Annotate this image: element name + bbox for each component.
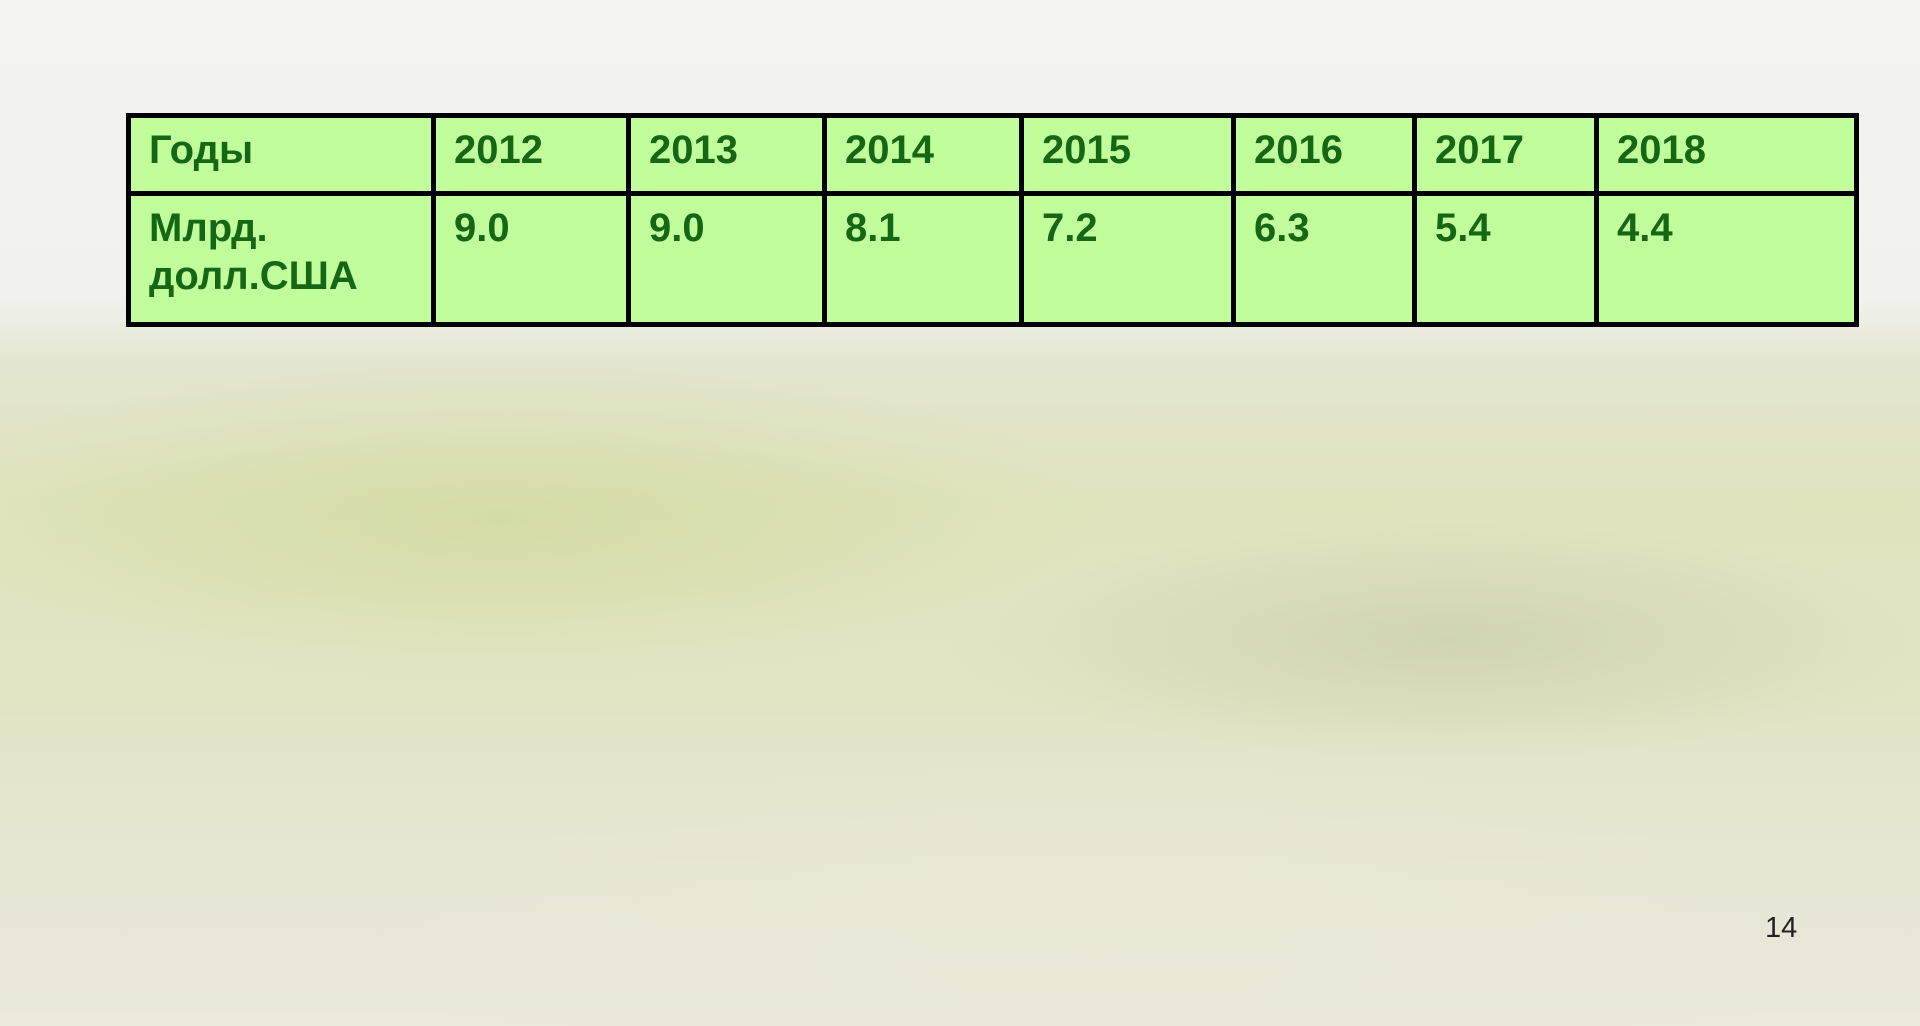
data-cell: 6.3 (1234, 193, 1415, 324)
data-cell: 4.4 (1597, 193, 1857, 324)
data-cell: 7.2 (1022, 193, 1234, 324)
header-cell: 2017 (1415, 116, 1597, 194)
header-cell: 2016 (1234, 116, 1415, 194)
data-cell: 5.4 (1415, 193, 1597, 324)
header-cell: 2018 (1597, 116, 1857, 194)
slide: Годы2012201320142015201620172018Млрд. до… (0, 0, 1920, 1026)
header-cell: 2012 (434, 116, 629, 194)
data-cell: 8.1 (825, 193, 1022, 324)
data-cell: Млрд. долл.США (129, 193, 434, 324)
header-cell: 2015 (1022, 116, 1234, 194)
header-cell: 2013 (629, 116, 825, 194)
header-cell: Годы (129, 116, 434, 194)
page-number: 14 (1765, 912, 1797, 945)
header-cell: 2014 (825, 116, 1022, 194)
data-cell: 9.0 (629, 193, 825, 324)
data-cell: 9.0 (434, 193, 629, 324)
